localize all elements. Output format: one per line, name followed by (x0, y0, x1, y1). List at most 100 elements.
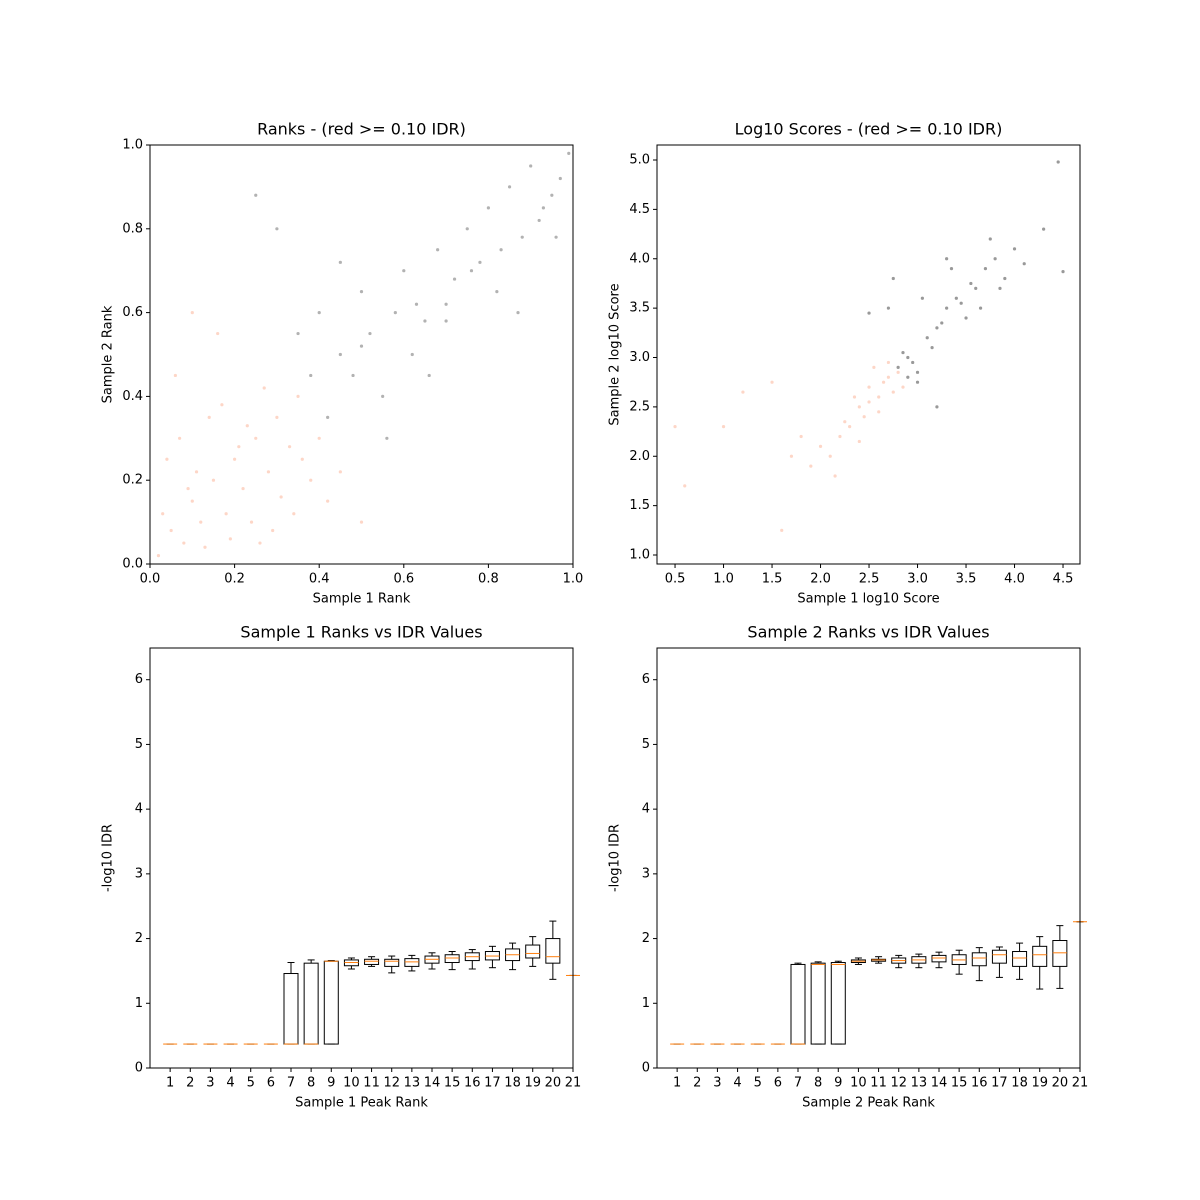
point (872, 365, 876, 369)
point (182, 541, 186, 545)
box (444, 954, 460, 964)
point (194, 470, 199, 474)
point (207, 415, 211, 419)
x-tick-label: 3.0 (907, 572, 928, 587)
x-tick-label: 19 (524, 1076, 541, 1091)
x-tick-label: 12 (383, 1076, 400, 1091)
y-tick-label: 5.0 (629, 153, 650, 168)
point (906, 375, 910, 379)
x-tick-label: 20 (545, 1076, 562, 1091)
point (436, 248, 440, 252)
x-tick-label: 3.5 (956, 572, 977, 587)
point (877, 395, 881, 399)
point (891, 276, 895, 281)
y-tick-label: 3 (642, 866, 650, 881)
point (1003, 276, 1007, 281)
point (178, 436, 182, 440)
y-tick-label: 3.5 (629, 301, 650, 316)
y-tick-label: 1.0 (122, 138, 143, 153)
point (935, 405, 939, 409)
point (1056, 160, 1060, 164)
y-tick-label: 4.5 (629, 202, 650, 217)
x-tick-label: 11 (870, 1076, 887, 1091)
x-tick-label: 17 (484, 1076, 501, 1091)
point (224, 512, 228, 516)
plot-area (150, 145, 573, 564)
point (978, 306, 983, 310)
panel: Sample 2 Ranks vs IDR Values Sample 2 Pea… (608, 623, 1089, 1111)
point (469, 269, 474, 273)
y-tick-label: 1.5 (629, 498, 650, 513)
point (554, 235, 558, 239)
plot-area (657, 145, 1080, 564)
point (901, 350, 905, 355)
point (896, 365, 900, 369)
y-tick-label: 4 (642, 802, 650, 817)
point (279, 495, 283, 499)
panel: Ranks - (red >= 0.10 IDR) Sample 1 Rank Sa… (101, 120, 584, 607)
x-tick-label: 0.4 (309, 572, 330, 587)
x-tick-label: 11 (363, 1076, 380, 1091)
y-tick-label: 2 (642, 931, 650, 946)
point (867, 385, 871, 389)
point (486, 206, 490, 210)
x-tick-label: 1 (673, 1076, 681, 1091)
point (266, 470, 271, 474)
x-tick-label: 7 (794, 1076, 802, 1091)
x-tick-label: 0.5 (665, 572, 686, 587)
point (537, 218, 541, 223)
point (516, 311, 520, 315)
point (891, 390, 895, 394)
x-tick-label: 10 (343, 1076, 360, 1091)
chart-title: Sample 2 Ranks vs IDR Values (747, 623, 989, 642)
point (402, 269, 406, 273)
point (359, 290, 364, 294)
y-axis-label: Sample 2 Rank (101, 305, 116, 403)
x-tick-label: 3 (713, 1076, 721, 1091)
point (165, 457, 169, 461)
x-tick-label: 14 (424, 1076, 441, 1091)
y-tick-label: 4 (135, 802, 143, 817)
point (220, 403, 224, 407)
point (935, 326, 939, 330)
point (809, 464, 813, 468)
point (911, 360, 915, 365)
x-tick-label: 4.0 (1004, 572, 1025, 587)
point (254, 193, 258, 197)
point (317, 436, 321, 440)
point (296, 394, 300, 398)
x-tick-label: 3 (206, 1076, 214, 1091)
chart-title: Sample 1 Ranks vs IDR Values (240, 623, 482, 642)
x-axis-label: Sample 1 log10 Score (797, 592, 939, 607)
y-tick-label: 0 (642, 1061, 650, 1076)
point (249, 520, 254, 524)
point (983, 267, 988, 271)
box (971, 952, 987, 967)
point (161, 512, 165, 516)
y-tick-label: 3 (135, 866, 143, 881)
point (886, 306, 891, 310)
point (1012, 247, 1017, 251)
y-tick-label: 3.0 (629, 350, 650, 365)
point (915, 380, 920, 384)
box (525, 944, 541, 959)
point (1042, 227, 1046, 231)
point (262, 386, 266, 390)
point (862, 415, 866, 419)
box (991, 949, 1007, 964)
point (915, 370, 920, 374)
point (925, 336, 929, 340)
y-tick-label: 0.2 (122, 473, 143, 488)
x-tick-label: 9 (834, 1076, 842, 1091)
box (1032, 945, 1048, 967)
y-tick-label: 1 (642, 996, 650, 1011)
x-tick-label: 17 (991, 1076, 1008, 1091)
x-tick-label: 12 (890, 1076, 907, 1091)
axes-frame (656, 144, 1081, 565)
x-tick-label: 6 (267, 1076, 275, 1091)
x-tick-label: 15 (444, 1076, 461, 1091)
chart-title: Log10 Scores - (red >= 0.10 IDR) (735, 120, 1003, 139)
point (940, 321, 944, 325)
point (410, 352, 414, 357)
point (156, 554, 161, 558)
